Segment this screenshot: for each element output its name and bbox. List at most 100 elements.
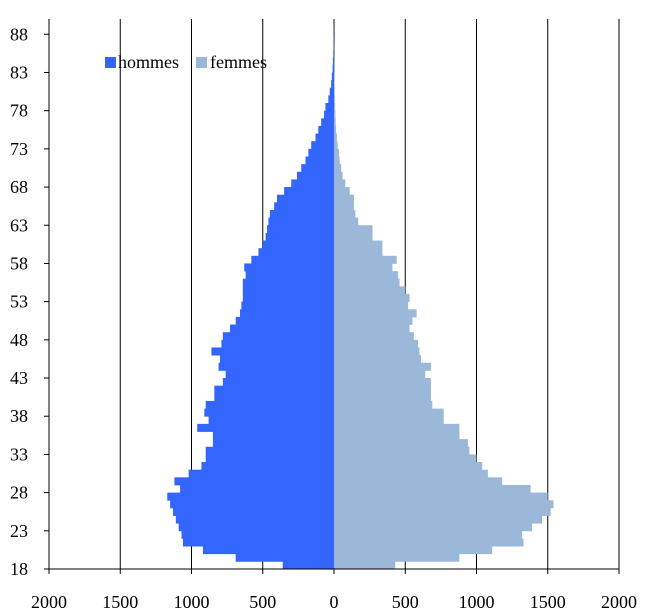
x-tick-label: 1500 bbox=[102, 592, 138, 612]
bar-hommes bbox=[235, 316, 334, 325]
bar-hommes bbox=[214, 385, 334, 394]
x-tick-label: 1500 bbox=[530, 592, 566, 612]
bar-hommes bbox=[258, 248, 334, 257]
bar-femmes bbox=[334, 225, 373, 234]
x-axis-ticks: 2000 1500 1000 500 0 500 1000 1500 2000 bbox=[31, 569, 637, 612]
bar-hommes bbox=[244, 263, 334, 272]
bar-hommes bbox=[242, 286, 334, 295]
bar-femmes bbox=[334, 347, 420, 356]
bar-hommes bbox=[277, 194, 334, 203]
bar-hommes bbox=[212, 431, 334, 440]
bar-hommes bbox=[268, 217, 334, 226]
bar-hommes bbox=[208, 416, 334, 425]
bar-hommes bbox=[181, 530, 334, 539]
bar-hommes bbox=[324, 110, 334, 119]
bar-femmes bbox=[334, 462, 483, 471]
bar-femmes bbox=[334, 561, 396, 570]
femmes-bars bbox=[334, 41, 554, 570]
bar-hommes bbox=[214, 393, 334, 402]
bar-femmes bbox=[334, 278, 400, 287]
y-tick-label: 73 bbox=[10, 139, 28, 159]
bar-femmes bbox=[334, 125, 337, 134]
bar-femmes bbox=[334, 217, 359, 226]
bar-hommes bbox=[180, 484, 334, 494]
bar-hommes bbox=[218, 362, 334, 371]
y-tick-label: 23 bbox=[10, 521, 28, 541]
y-tick-label: 53 bbox=[10, 292, 28, 312]
bar-hommes bbox=[197, 423, 334, 432]
bar-femmes bbox=[334, 263, 393, 272]
bar-femmes bbox=[334, 538, 524, 547]
bar-hommes bbox=[211, 347, 334, 356]
legend-label-femmes: femmes bbox=[210, 52, 267, 72]
y-tick-label: 38 bbox=[10, 406, 28, 426]
bar-femmes bbox=[334, 332, 414, 341]
y-tick-label: 33 bbox=[10, 444, 28, 464]
y-tick-label: 78 bbox=[10, 101, 28, 121]
bar-femmes bbox=[334, 408, 444, 417]
bar-hommes bbox=[291, 179, 334, 188]
bar-femmes bbox=[334, 546, 493, 555]
bar-hommes bbox=[220, 355, 334, 364]
y-tick-label: 58 bbox=[10, 253, 28, 273]
bar-femmes bbox=[334, 110, 336, 119]
legend: hommes femmes bbox=[105, 52, 267, 72]
bar-femmes bbox=[334, 202, 354, 211]
bar-hommes bbox=[282, 561, 334, 570]
y-tick-label: 68 bbox=[10, 177, 28, 197]
bar-femmes bbox=[334, 484, 531, 494]
bar-hommes bbox=[315, 133, 334, 142]
bar-femmes bbox=[334, 454, 477, 463]
bar-femmes bbox=[334, 469, 488, 478]
bar-femmes bbox=[334, 553, 460, 562]
bar-hommes bbox=[333, 41, 334, 50]
bar-hommes bbox=[265, 232, 334, 241]
bar-femmes bbox=[334, 118, 336, 127]
bar-hommes bbox=[245, 271, 334, 280]
bar-hommes bbox=[321, 118, 334, 127]
bar-hommes bbox=[204, 408, 334, 417]
bar-femmes bbox=[334, 240, 383, 249]
bar-femmes bbox=[334, 187, 350, 196]
bar-femmes bbox=[334, 316, 413, 325]
bar-femmes bbox=[334, 294, 410, 303]
bar-femmes bbox=[334, 286, 406, 295]
bar-femmes bbox=[334, 385, 431, 394]
bar-hommes bbox=[182, 538, 334, 547]
legend-swatch-hommes bbox=[105, 57, 116, 68]
bar-hommes bbox=[305, 156, 334, 165]
bar-hommes bbox=[229, 324, 334, 333]
bar-hommes bbox=[235, 553, 334, 562]
bar-femmes bbox=[334, 164, 342, 173]
bar-hommes bbox=[332, 57, 334, 66]
bar-femmes bbox=[334, 423, 460, 432]
bar-hommes bbox=[178, 523, 334, 532]
bar-femmes bbox=[334, 301, 409, 310]
x-tick-label: 500 bbox=[392, 592, 419, 612]
x-tick-label: 0 bbox=[330, 592, 339, 612]
bar-hommes bbox=[284, 187, 334, 196]
bar-hommes bbox=[241, 301, 334, 310]
bar-hommes bbox=[172, 507, 334, 516]
bar-femmes bbox=[334, 232, 373, 241]
bar-femmes bbox=[334, 309, 417, 318]
bar-hommes bbox=[205, 454, 334, 463]
bar-femmes bbox=[334, 507, 551, 516]
bar-femmes bbox=[334, 523, 533, 532]
bar-hommes bbox=[225, 370, 334, 379]
bar-femmes bbox=[334, 171, 343, 180]
legend-swatch-femmes bbox=[196, 57, 207, 68]
bar-hommes bbox=[201, 462, 334, 471]
x-tick-label: 2000 bbox=[31, 592, 67, 612]
bar-hommes bbox=[202, 546, 334, 555]
bar-hommes bbox=[170, 500, 334, 509]
y-tick-label: 88 bbox=[10, 24, 28, 44]
bar-femmes bbox=[334, 500, 554, 509]
bar-femmes bbox=[334, 255, 397, 264]
bar-femmes bbox=[334, 378, 431, 387]
x-tick-label: 1000 bbox=[174, 592, 210, 612]
bar-femmes bbox=[334, 156, 340, 165]
bar-femmes bbox=[334, 439, 468, 448]
bar-femmes bbox=[334, 355, 421, 364]
